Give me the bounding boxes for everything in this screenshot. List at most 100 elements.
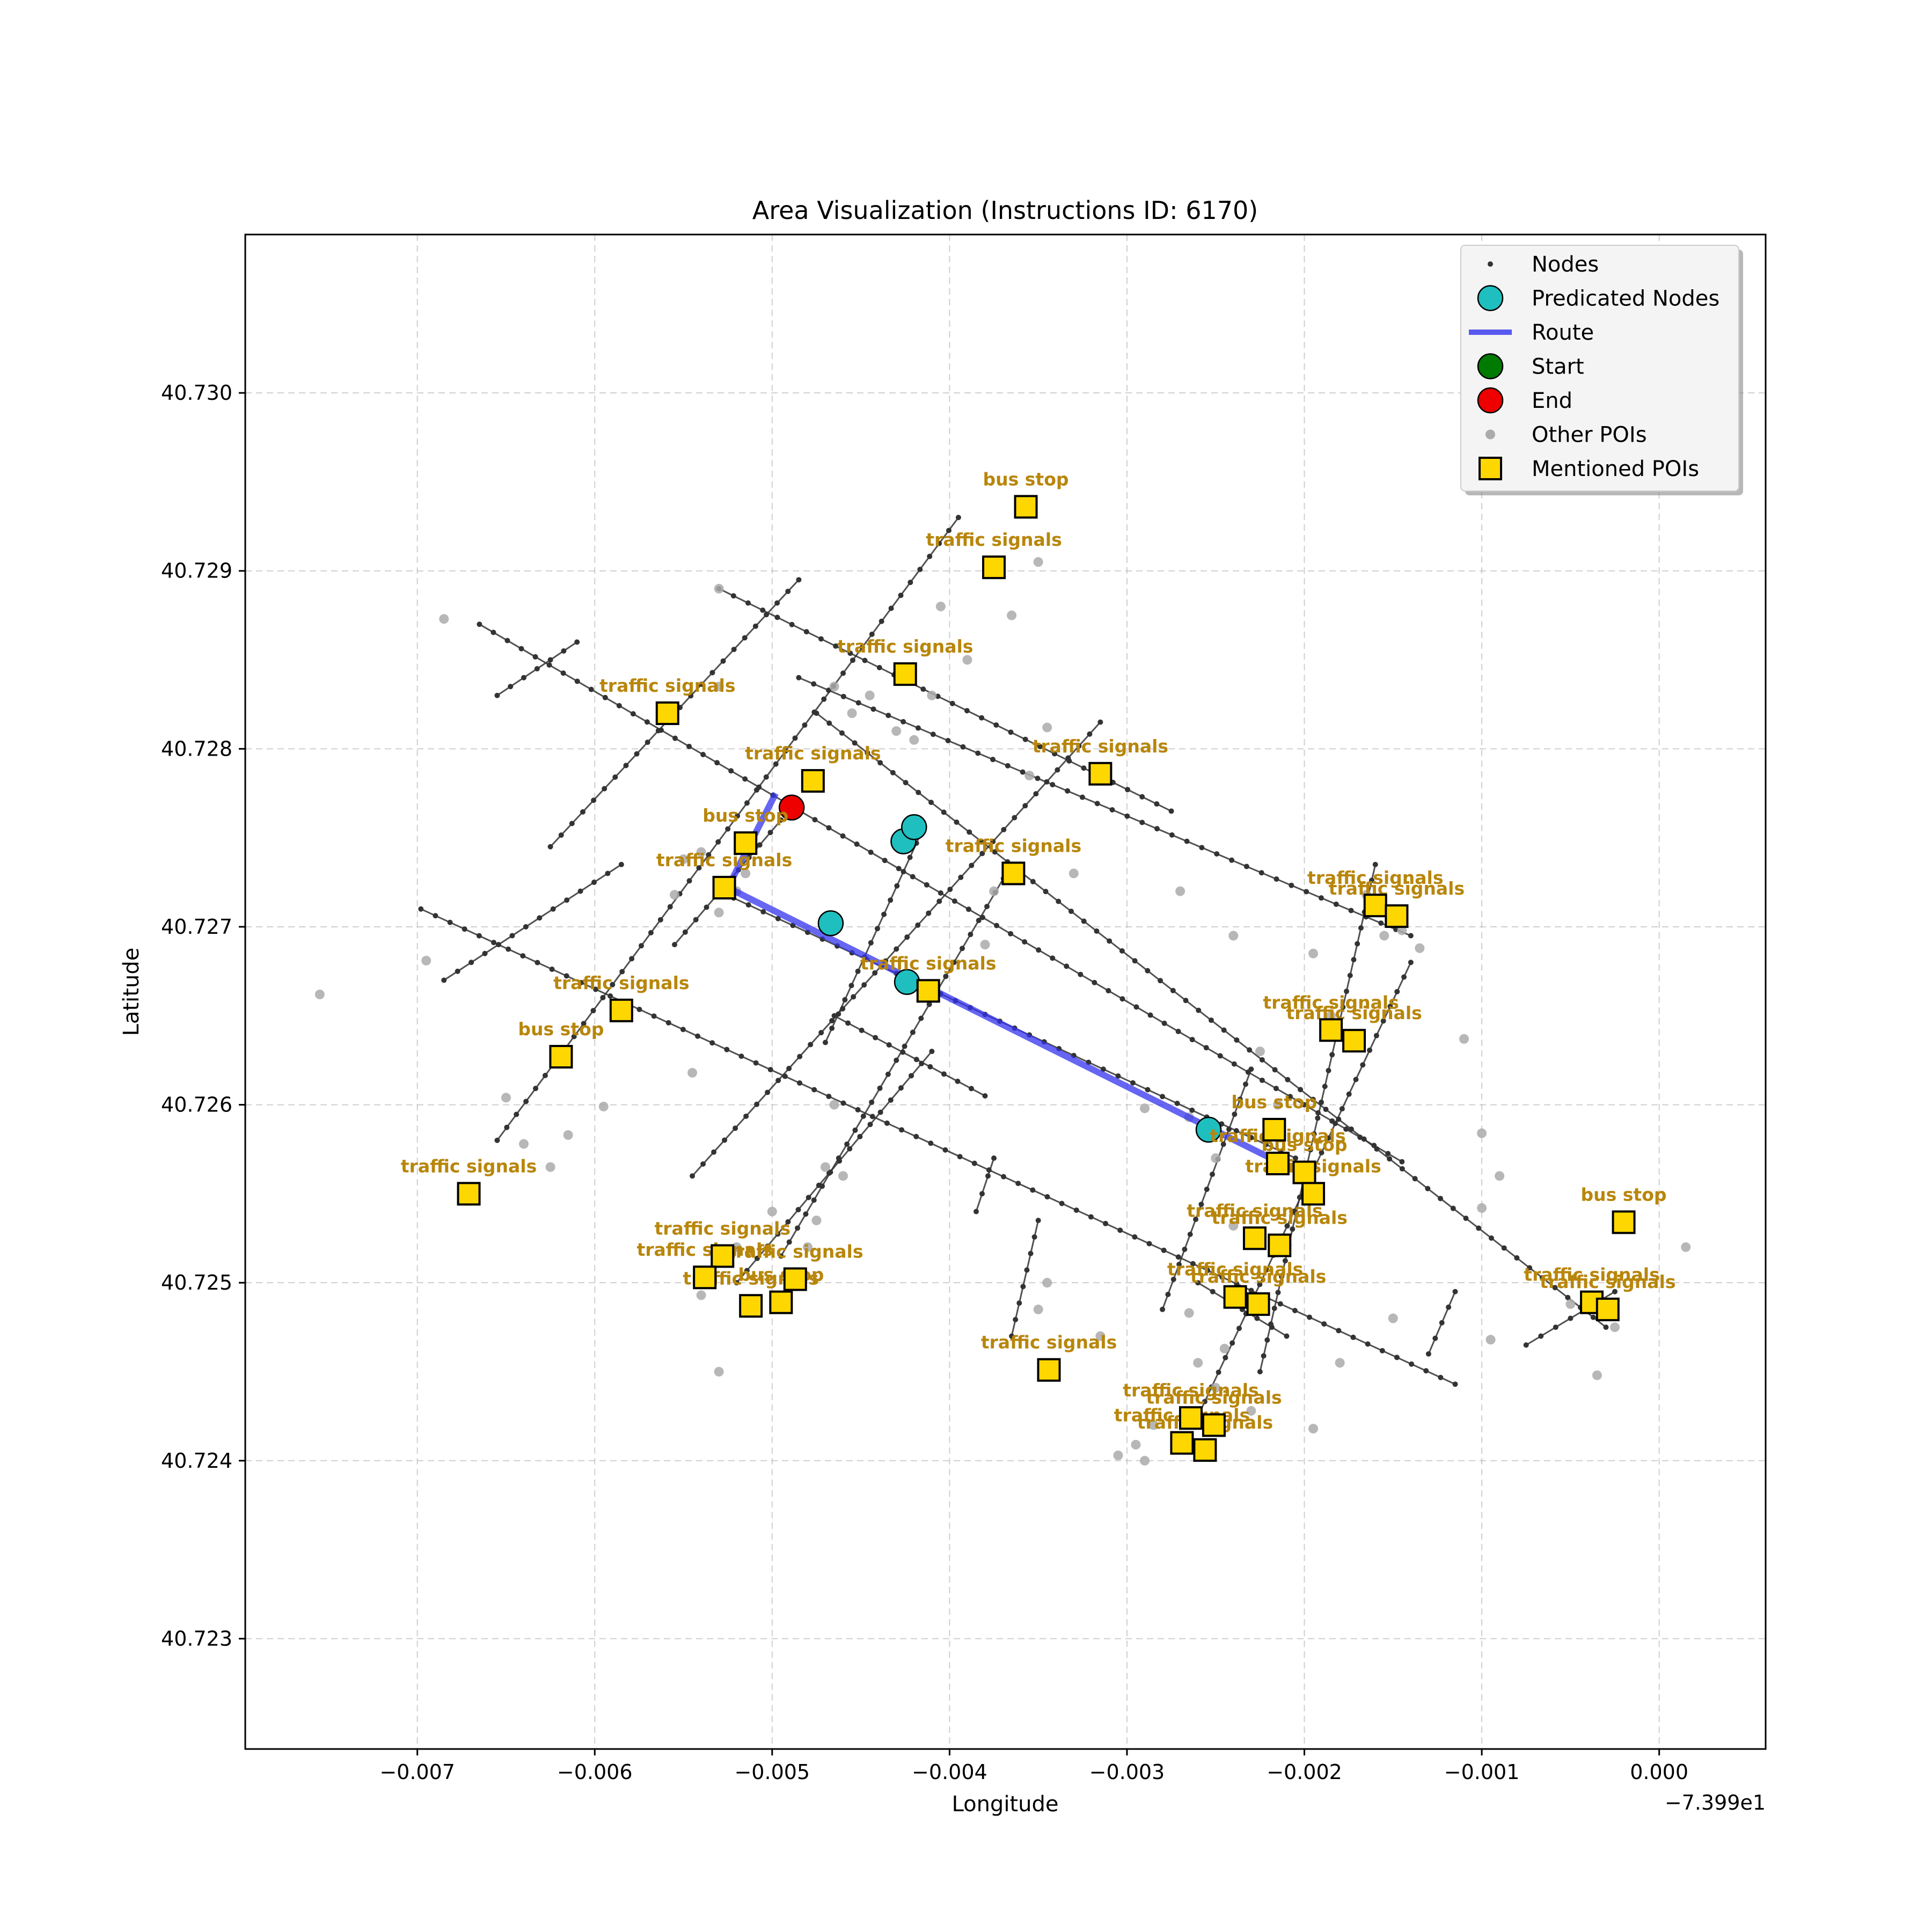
street-node — [1438, 1374, 1444, 1380]
street-node — [1044, 779, 1050, 785]
street-node — [818, 636, 824, 642]
street-node — [1088, 1214, 1094, 1220]
street-node — [482, 950, 488, 956]
y-tick-label: 40.727 — [161, 915, 232, 939]
street-node — [982, 1093, 988, 1099]
street-node — [709, 1040, 715, 1046]
street-node — [894, 883, 900, 889]
street-node — [1130, 1080, 1136, 1086]
street-node — [700, 752, 706, 758]
street-node — [1387, 1004, 1393, 1009]
street-node — [890, 770, 896, 775]
poi-label: traffic signals — [946, 835, 1081, 856]
street-node — [1154, 826, 1160, 832]
street-node — [1160, 1094, 1166, 1100]
street-node — [869, 631, 875, 637]
poi-label: traffic signals — [745, 743, 881, 764]
other-poi — [1308, 1424, 1319, 1434]
street-node — [1333, 1121, 1338, 1126]
street-node — [1408, 960, 1414, 965]
legend-nodes-marker — [1488, 261, 1493, 267]
mentioned-poi-marker — [655, 701, 679, 726]
other-poi — [1477, 1128, 1487, 1138]
street-node — [494, 692, 500, 698]
street-node — [725, 826, 731, 832]
street-node — [752, 623, 758, 629]
mentioned-poi-marker — [1363, 894, 1387, 918]
street-node — [868, 850, 874, 855]
street-node — [508, 684, 514, 690]
street-node — [896, 866, 902, 872]
street-node — [1024, 1267, 1030, 1273]
street-node — [848, 983, 854, 989]
street-node — [1275, 1290, 1281, 1296]
street-node — [1183, 998, 1189, 1004]
street-node — [1476, 1225, 1482, 1231]
street-node — [418, 906, 424, 912]
street-node — [1285, 1077, 1291, 1082]
street-node — [1139, 819, 1145, 825]
street-node — [886, 1042, 892, 1048]
street-node — [558, 832, 564, 838]
legend-start-marker — [1477, 353, 1504, 379]
street-node — [745, 902, 751, 908]
street-node — [1346, 1091, 1352, 1097]
street-node — [1284, 1223, 1290, 1229]
y-tick-label: 40.725 — [161, 1271, 232, 1294]
mentioned-poi-marker — [1193, 1438, 1217, 1462]
street-node — [592, 986, 598, 992]
street-node — [711, 1149, 717, 1155]
street-node — [506, 946, 511, 952]
street-node — [1290, 1226, 1296, 1232]
street-node — [852, 1127, 858, 1133]
street-node — [1326, 1067, 1331, 1073]
street-node — [602, 694, 608, 700]
street-node — [1147, 1012, 1153, 1018]
street-node — [571, 1034, 577, 1040]
street-node — [1527, 1265, 1533, 1271]
street-node — [1146, 1241, 1152, 1247]
street-node — [836, 1155, 841, 1161]
street-node — [1182, 1247, 1188, 1253]
street-node — [1079, 794, 1085, 800]
street-node — [757, 842, 763, 848]
poi-label: traffic signals — [401, 1155, 537, 1176]
street-node — [1292, 1308, 1298, 1314]
street-node — [753, 1060, 759, 1066]
street-node — [1094, 928, 1100, 934]
other-poi — [989, 886, 999, 896]
street-node — [1274, 876, 1279, 882]
poi-label: traffic signals — [926, 529, 1062, 550]
start-end-layer — [778, 794, 805, 821]
street-node — [1210, 1172, 1216, 1177]
street-node — [1145, 1087, 1151, 1093]
street-node — [1217, 1053, 1223, 1059]
street-node — [844, 1141, 850, 1147]
street-node — [955, 515, 961, 521]
street-node — [476, 933, 482, 939]
other-poi — [891, 726, 902, 736]
other-poi — [1388, 1313, 1398, 1323]
x-axis-label: Longitude — [952, 1792, 1059, 1817]
street-node — [1059, 1201, 1065, 1206]
street-node — [1161, 1020, 1167, 1026]
street-node — [936, 540, 942, 546]
street-node — [495, 942, 501, 948]
street-node — [1336, 1116, 1342, 1122]
street-node — [979, 839, 985, 845]
mentioned-poi-marker — [1170, 1431, 1194, 1455]
y-tick-label: 40.729 — [161, 559, 232, 583]
other-poi — [980, 940, 990, 950]
street-node — [1273, 1086, 1279, 1092]
other-poi — [829, 682, 839, 692]
street-node — [1339, 1106, 1345, 1112]
street-node — [518, 646, 524, 652]
mentioned-poi-marker — [1262, 1117, 1286, 1141]
street-node — [1263, 1141, 1269, 1147]
street-node — [612, 774, 618, 780]
street-node — [1216, 1370, 1221, 1375]
street-node — [1565, 1294, 1571, 1300]
street-node — [644, 719, 650, 725]
other-poi — [1211, 1382, 1221, 1393]
street-node — [865, 750, 870, 756]
